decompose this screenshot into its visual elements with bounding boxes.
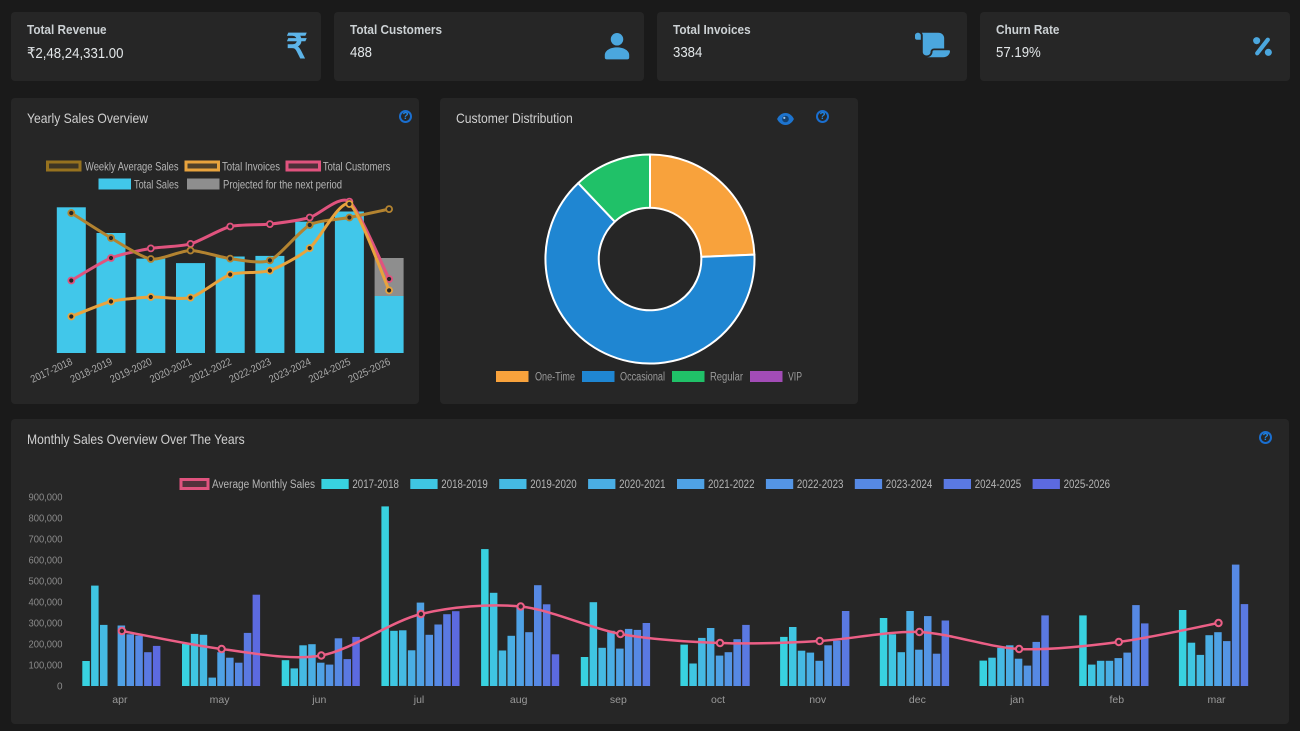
svg-text:sep: sep [610, 694, 627, 706]
svg-text:mar: mar [1207, 694, 1226, 706]
svg-text:700,000: 700,000 [29, 535, 63, 546]
svg-text:2019-2020: 2019-2020 [108, 356, 154, 386]
svg-text:2024-2025: 2024-2025 [975, 479, 1022, 491]
svg-text:2017-2018: 2017-2018 [352, 479, 399, 491]
svg-text:2025-2026: 2025-2026 [347, 356, 393, 386]
svg-text:800,000: 800,000 [29, 514, 63, 525]
svg-text:2021-2022: 2021-2022 [708, 479, 755, 491]
svg-text:jun: jun [311, 694, 326, 706]
svg-text:2023-2024: 2023-2024 [886, 479, 933, 491]
svg-text:2021-2022: 2021-2022 [188, 356, 234, 386]
svg-text:2020-2021: 2020-2021 [148, 356, 194, 386]
svg-text:2017-2018: 2017-2018 [29, 356, 75, 386]
svg-text:Weekly Average Sales: Weekly Average Sales [85, 160, 179, 174]
svg-text:400,000: 400,000 [29, 598, 63, 609]
svg-text:feb: feb [1109, 694, 1124, 706]
svg-text:Total Invoices: Total Invoices [222, 160, 280, 174]
svg-text:100,000: 100,000 [29, 661, 63, 672]
svg-text:2018-2019: 2018-2019 [68, 356, 114, 386]
svg-text:2018-2019: 2018-2019 [441, 479, 488, 491]
svg-text:Average Monthly Sales: Average Monthly Sales [212, 479, 315, 491]
svg-text:300,000: 300,000 [29, 619, 63, 630]
svg-text:2023-2024: 2023-2024 [267, 356, 313, 386]
svg-text:200,000: 200,000 [29, 640, 63, 651]
svg-text:jul: jul [413, 694, 425, 706]
svg-text:VIP: VIP [788, 372, 802, 384]
svg-text:600,000: 600,000 [29, 556, 63, 567]
svg-text:500,000: 500,000 [29, 577, 63, 588]
svg-text:2022-2023: 2022-2023 [227, 356, 273, 386]
svg-text:2020-2021: 2020-2021 [619, 479, 666, 491]
svg-text:oct: oct [711, 694, 725, 706]
svg-text:2019-2020: 2019-2020 [530, 479, 577, 491]
svg-text:Projected for the next period: Projected for the next period [223, 178, 342, 192]
svg-text:apr: apr [112, 694, 128, 706]
svg-text:2022-2023: 2022-2023 [797, 479, 844, 491]
svg-text:Occasional: Occasional [620, 372, 665, 384]
svg-text:Total Sales: Total Sales [134, 178, 179, 192]
svg-text:dec: dec [909, 694, 926, 706]
svg-text:2025-2026: 2025-2026 [1064, 479, 1111, 491]
svg-text:2024-2025: 2024-2025 [307, 356, 353, 386]
svg-text:nov: nov [809, 694, 827, 706]
svg-text:Total Customers: Total Customers [323, 160, 391, 174]
svg-text:900,000: 900,000 [29, 493, 63, 504]
svg-text:jan: jan [1009, 694, 1024, 706]
svg-text:aug: aug [510, 694, 528, 706]
svg-text:0: 0 [57, 682, 63, 693]
svg-text:One-Time: One-Time [535, 372, 575, 384]
svg-text:Regular: Regular [710, 372, 743, 384]
svg-text:may: may [210, 694, 231, 706]
